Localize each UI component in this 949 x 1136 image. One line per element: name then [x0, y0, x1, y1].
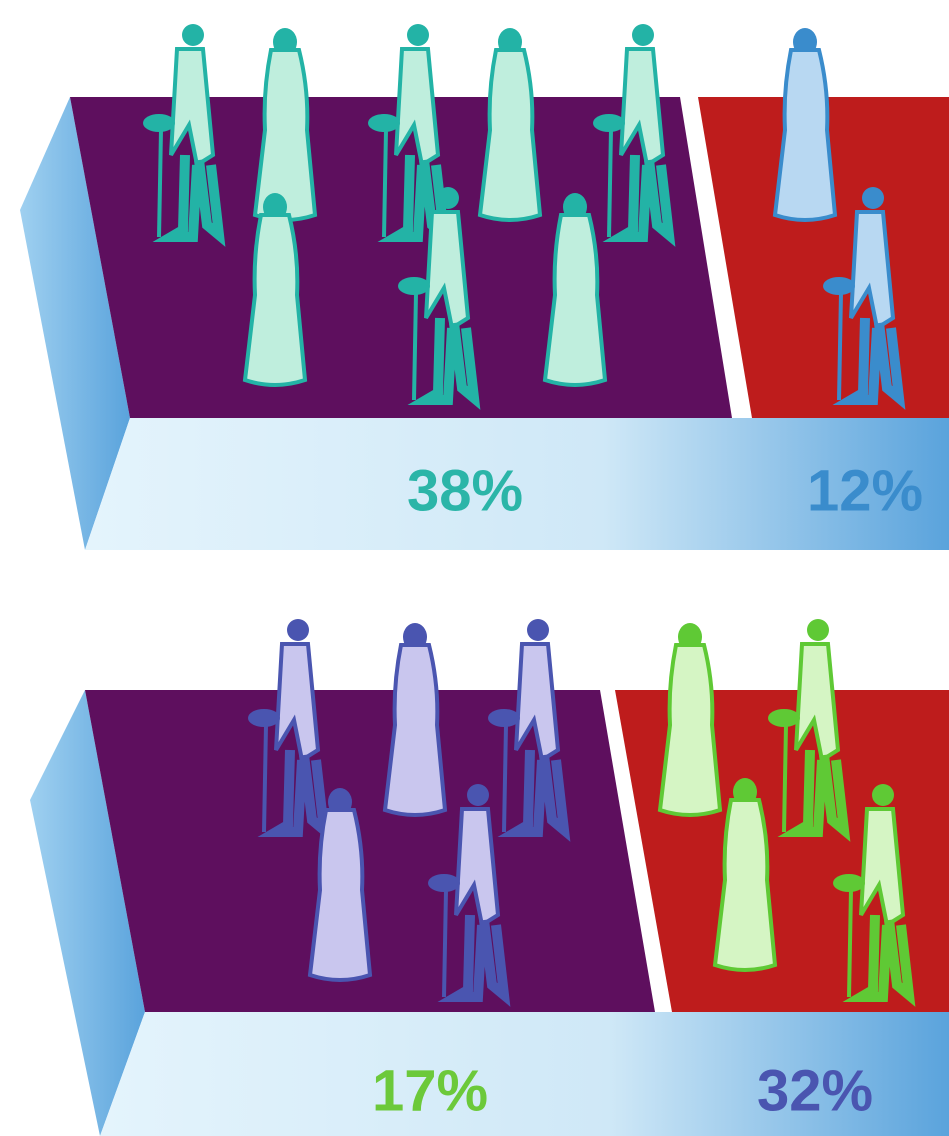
cane: [262, 724, 268, 833]
coat: [619, 47, 666, 169]
head: [182, 24, 204, 46]
hat: [398, 277, 430, 295]
woman-figure: [242, 193, 308, 387]
man-figure: [143, 24, 226, 247]
man-figure: [398, 187, 481, 410]
hat: [368, 114, 400, 132]
percent-label: 38%: [407, 458, 523, 523]
coat: [394, 47, 441, 169]
woman-figure: [772, 28, 838, 222]
cane: [607, 129, 613, 238]
hat: [593, 114, 625, 132]
coat: [169, 47, 216, 169]
dress: [712, 798, 778, 972]
hat: [768, 709, 800, 727]
man-figure: [833, 784, 916, 1007]
man-figure: [488, 619, 571, 842]
head: [287, 619, 309, 641]
front-face: [100, 1012, 949, 1136]
woman-figure: [307, 788, 373, 982]
coat: [794, 642, 841, 764]
legs: [497, 749, 571, 842]
hat: [833, 874, 865, 892]
dress: [242, 213, 308, 387]
percent-label: 17%: [372, 1058, 488, 1123]
dress: [477, 48, 543, 222]
front-face: [85, 418, 949, 550]
cane: [412, 292, 418, 401]
head: [527, 619, 549, 641]
legs: [777, 749, 851, 842]
hat: [143, 114, 175, 132]
coat: [514, 642, 561, 764]
head: [632, 24, 654, 46]
dress: [772, 48, 838, 222]
head: [407, 24, 429, 46]
hat: [248, 709, 280, 727]
woman-figure: [712, 778, 778, 972]
man-figure: [368, 24, 451, 247]
legs: [437, 914, 511, 1007]
dress: [382, 643, 448, 817]
cane: [837, 292, 843, 401]
hat: [823, 277, 855, 295]
side-face: [30, 690, 145, 1136]
legs: [832, 317, 906, 410]
head: [862, 187, 884, 209]
legs: [842, 914, 916, 1007]
legs: [257, 749, 331, 842]
head: [807, 619, 829, 641]
woman-figure: [542, 193, 608, 387]
cane: [442, 889, 448, 998]
percent-label: 32%: [757, 1058, 873, 1123]
platform-bottom: [30, 690, 949, 1136]
hat: [428, 874, 460, 892]
dress: [307, 808, 373, 982]
man-figure: [248, 619, 331, 842]
head: [437, 187, 459, 209]
cane: [782, 724, 788, 833]
cane: [502, 724, 508, 833]
head: [467, 784, 489, 806]
cane: [382, 129, 388, 238]
hat: [488, 709, 520, 727]
dress: [542, 213, 608, 387]
legs: [152, 154, 226, 247]
figures: [143, 24, 916, 1007]
dress: [657, 643, 723, 817]
man-figure: [428, 784, 511, 1007]
dress: [252, 48, 318, 222]
legs: [407, 317, 481, 410]
woman-figure: [657, 623, 723, 817]
red-area: [698, 97, 949, 418]
side-face: [20, 97, 130, 550]
woman-figure: [477, 28, 543, 222]
woman-figure: [382, 623, 448, 817]
man-figure: [768, 619, 851, 842]
purple-area: [85, 690, 655, 1012]
man-figure: [823, 187, 906, 410]
head: [872, 784, 894, 806]
legs: [602, 154, 676, 247]
percent-label: 12%: [807, 458, 923, 523]
cane: [847, 889, 853, 998]
cane: [157, 129, 163, 238]
coat: [274, 642, 321, 764]
woman-figure: [252, 28, 318, 222]
man-figure: [593, 24, 676, 247]
